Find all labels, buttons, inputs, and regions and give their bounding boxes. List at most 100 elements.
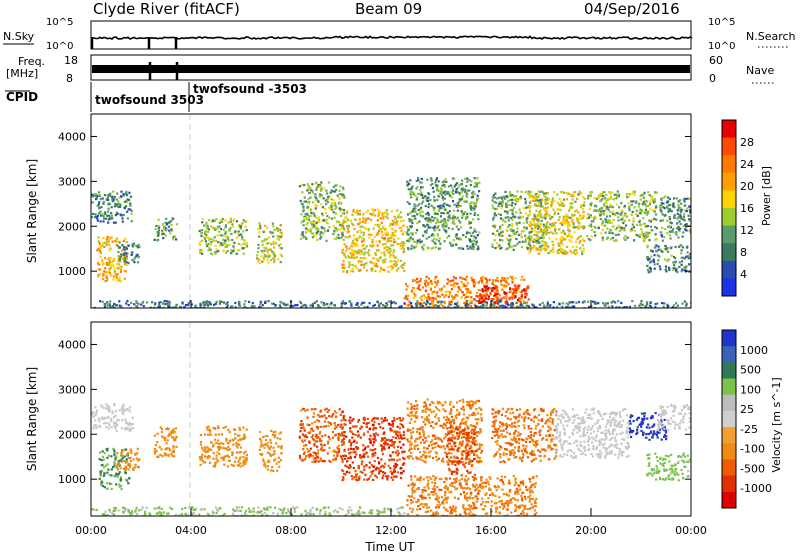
power-cell — [476, 177, 478, 179]
power-cell — [342, 212, 344, 214]
power-cell — [540, 230, 542, 232]
power-cell — [265, 247, 267, 249]
power-cell — [671, 231, 673, 233]
power-cell — [618, 194, 620, 196]
velocity-cell — [259, 431, 261, 433]
power-cell — [472, 244, 474, 246]
power-cell — [506, 229, 508, 231]
power-cell — [107, 222, 109, 224]
power-cell — [327, 201, 329, 203]
power-cell — [354, 219, 356, 221]
power-cell — [387, 234, 389, 236]
power-cell — [333, 211, 335, 213]
power-cell — [634, 206, 636, 208]
cpid-entry-1: twofsound 3503 — [95, 93, 204, 107]
power-cell — [474, 193, 476, 195]
power-cell — [456, 283, 458, 285]
power-cell — [468, 189, 470, 191]
power-cell — [512, 281, 514, 283]
power-cell — [369, 302, 371, 304]
power-cell — [381, 215, 383, 217]
power-cell — [475, 305, 477, 307]
power-cell — [231, 223, 233, 225]
power-cell — [231, 239, 233, 241]
velocity-cell — [118, 419, 120, 421]
power-cell — [227, 244, 229, 246]
velocity-cell — [170, 453, 172, 455]
power-cell — [126, 261, 128, 263]
power-cell — [464, 178, 466, 180]
power-cell — [98, 201, 100, 203]
power-cell — [513, 195, 515, 197]
power-cell — [377, 224, 379, 226]
velocity-cell — [345, 419, 347, 421]
power-cell — [97, 236, 99, 238]
power-cell — [606, 202, 608, 204]
power-cell — [343, 253, 345, 255]
power-cell — [344, 217, 346, 219]
velocity-cell — [165, 428, 167, 430]
power-cell — [677, 209, 679, 211]
power-cell — [104, 194, 106, 196]
power-cell — [530, 237, 532, 239]
power-cell — [383, 269, 385, 271]
power-cell — [555, 222, 557, 224]
velocity-cell — [242, 464, 244, 466]
power-cell — [384, 305, 386, 307]
power-cell — [632, 190, 634, 192]
power-cell — [493, 304, 495, 306]
power-cell — [632, 200, 634, 202]
power-cell — [320, 203, 322, 205]
power-cell — [686, 302, 688, 304]
velocity-cell — [119, 409, 121, 411]
power-cell — [457, 191, 459, 193]
power-cell — [606, 199, 608, 201]
power-cell — [417, 193, 419, 195]
power-cell — [577, 221, 579, 223]
power-cell — [568, 301, 570, 303]
nsearch-label: N.Search — [746, 30, 796, 43]
power-cell — [473, 228, 475, 230]
velocity-cell — [124, 470, 126, 472]
velocity-cell — [270, 430, 272, 432]
power-cell — [319, 233, 321, 235]
power-cell — [491, 283, 493, 285]
power-cell — [500, 247, 502, 249]
velocity-cell — [128, 463, 130, 465]
velocity-cell — [124, 456, 126, 458]
power-cell — [666, 206, 668, 208]
velocity-cell — [94, 419, 96, 421]
power-cell — [506, 216, 508, 218]
freq-panel: Freq. [MHz] 18 8 60 0 Nave — [6, 54, 776, 85]
velocity-cell — [213, 465, 215, 467]
velocity-cell — [173, 450, 175, 452]
power-cell — [541, 247, 543, 249]
power-cell — [205, 240, 207, 242]
power-cell — [559, 303, 561, 305]
power-cell — [407, 229, 409, 231]
power-cell — [341, 196, 343, 198]
power-cell — [370, 234, 372, 236]
power-cell — [234, 231, 236, 233]
power-cell — [627, 237, 629, 239]
power-cell — [609, 215, 611, 217]
power-cell — [390, 223, 392, 225]
power-cell — [470, 235, 472, 237]
power-cell — [340, 215, 342, 217]
power-cell — [120, 191, 122, 193]
velocity-cell — [132, 427, 134, 429]
velocity-cell — [93, 425, 95, 427]
power-colorbar-swatch — [722, 190, 736, 208]
power-cell — [384, 261, 386, 263]
power-cell — [496, 277, 498, 279]
power-cell — [661, 227, 663, 229]
power-cell — [419, 181, 421, 183]
power-cell — [403, 270, 405, 272]
power-cell — [605, 232, 607, 234]
power-cell — [598, 227, 600, 229]
power-cell — [501, 278, 503, 280]
velocity-cell — [125, 421, 127, 423]
power-cell — [123, 193, 125, 195]
power-cell — [523, 300, 525, 302]
velocity-cell — [320, 448, 322, 450]
